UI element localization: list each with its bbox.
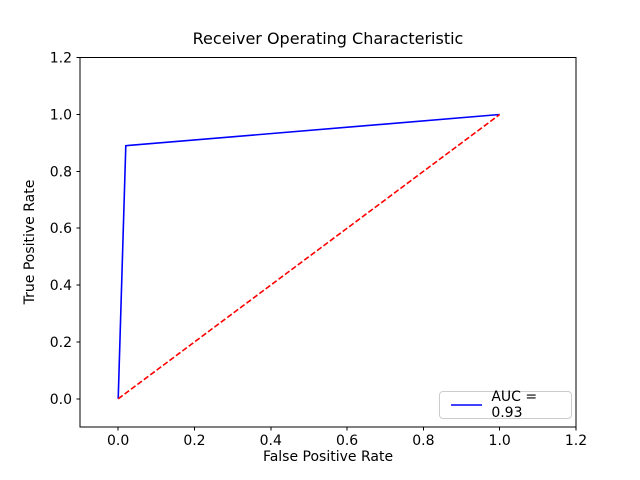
legend: AUC = 0.93 [439,389,572,421]
legend-label: AUC = 0.93 [491,389,538,421]
roc-curve-line [117,113,500,399]
plot-border [79,57,577,428]
y-tick-label: 0.6 [50,221,72,237]
y-tick-label: 1.0 [50,107,72,123]
y-tick-label: 0.8 [50,164,72,180]
y-tick-label: 0.2 [50,335,72,351]
x-tick-label: 0.8 [412,433,434,449]
y-tick-label: 1.2 [50,51,72,67]
y-tick-label: 0.0 [50,392,72,408]
x-tick-label: 0.0 [107,433,129,449]
chart-title: Receiver Operating Characteristic [192,29,464,48]
y-axis-label: True Positive Rate [22,179,38,305]
x-axis-label: False Positive Rate [262,449,394,465]
x-tick-label: 0.4 [260,433,282,449]
x-tick-label: 0.2 [183,433,205,449]
x-tick-label: 1.0 [489,433,511,449]
legend-line-sample [451,404,482,406]
x-tick-label: 0.6 [336,433,358,449]
x-tick-label: 1.2 [565,433,587,449]
y-tick-label: 0.4 [50,278,72,294]
chance-diagonal-line [117,113,501,400]
